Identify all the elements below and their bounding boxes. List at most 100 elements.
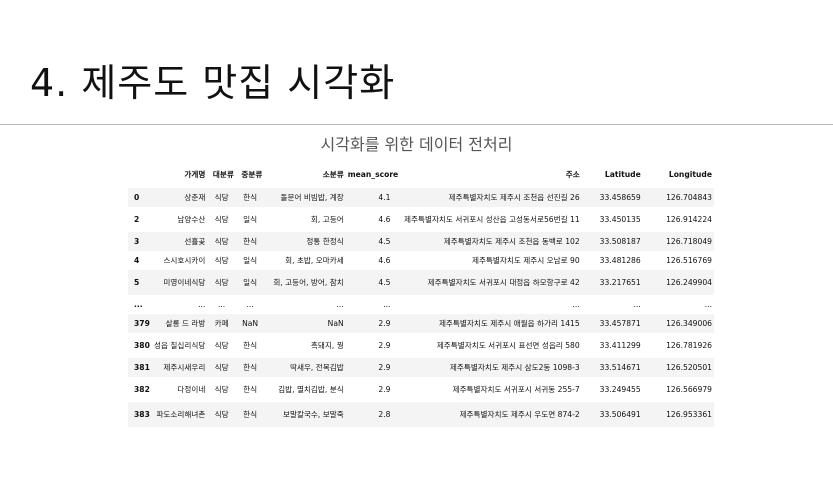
cell-name: 제주시새우리 <box>163 363 206 372</box>
cell-address: 제주특별자치도 서귀포시 성산읍 고성동서로56번길 11 <box>404 215 580 224</box>
row-index: 4 <box>134 256 140 265</box>
cell-category-mid: 한식 <box>243 237 258 246</box>
cell-latitude: 33.457871 <box>599 319 641 328</box>
cell-address: 제주특별자치도 서귀포시 대정읍 하모항구로 42 <box>427 278 580 287</box>
cell-category-mid: 한식 <box>243 410 258 419</box>
cell-category-minor: 김밥, 멸치김밥, 분식 <box>278 385 344 394</box>
cell-mean-score: 4.6 <box>378 215 391 224</box>
table-row: 0 상춘재 식당 한식 돌문어 비빔밥, 계장 4.1 제주특별자치도 제주시 조천읍 선진… <box>128 188 714 207</box>
cell-category-mid: 한식 <box>243 341 258 350</box>
cell-category-mid: NaN <box>242 319 259 328</box>
cell-name: 스시호시카이 <box>163 256 206 265</box>
cell-latitude: 33.249455 <box>599 385 641 394</box>
cell-category-minor: 딱새우, 전복김밥 <box>289 363 344 372</box>
cell-category-mid: 한식 <box>243 193 258 202</box>
cell-category-minor: 흑돼지, 꿩 <box>310 341 344 350</box>
cell-name: 남양수산 <box>177 215 206 224</box>
cell-mean-score: ... <box>383 300 391 309</box>
cell-latitude: 33.514671 <box>599 363 641 372</box>
cell-mean-score: 2.9 <box>378 363 391 372</box>
cell-name: 성읍 칠십리식당 <box>154 341 206 350</box>
table-row: 5 미영이네식당 식당 일식 회, 고등어, 방어, 참치 4.5 제주특별자치도 서귀포시… <box>128 270 714 295</box>
row-index: 5 <box>134 278 140 287</box>
cell-longitude: 126.520501 <box>666 363 712 372</box>
cell-address: 제주특별자치도 제주시 삼도2동 1098-3 <box>449 363 580 372</box>
cell-mean-score: 4.5 <box>378 278 391 287</box>
cell-name: 선흘곶 <box>184 237 206 246</box>
cell-address: 제주특별자치도 서귀포시 표선면 성읍리 580 <box>436 341 580 350</box>
cell-category-major: 카페 <box>214 319 229 328</box>
dataframe-table: 가게명 대분류 중분류 소분류 mean_score 주소 Latitude L… <box>128 160 714 427</box>
cell-latitude: 33.411299 <box>599 341 641 350</box>
cell-category-major: 식당 <box>214 256 229 265</box>
cell-name: ... <box>198 300 206 309</box>
row-index: 380 <box>134 341 150 350</box>
row-index: 3 <box>134 237 140 246</box>
row-index: 381 <box>134 363 150 372</box>
row-index: 383 <box>134 410 150 419</box>
column-header-longitude: Longitude <box>668 169 712 179</box>
cell-mean-score: 4.6 <box>378 256 391 265</box>
cell-latitude: 33.506491 <box>599 410 641 419</box>
cell-mean-score: 2.8 <box>378 410 391 419</box>
cell-category-major: 식당 <box>214 410 229 419</box>
cell-category-minor: 회, 초밥, 오마카세 <box>285 256 344 265</box>
page-title: 4. 제주도 맛집 시각화 <box>30 61 396 105</box>
cell-longitude: 126.781926 <box>666 341 712 350</box>
cell-name: 미영이네식당 <box>163 278 206 287</box>
row-index: ... <box>134 300 143 309</box>
column-header-category-major: 대분류 <box>212 169 234 179</box>
cell-mean-score: 2.9 <box>378 319 391 328</box>
title-divider <box>0 124 833 125</box>
cell-longitude: 126.953361 <box>666 410 712 419</box>
row-index: 2 <box>134 215 140 224</box>
table-row: 3 선흘곶 식당 한식 정통 한정식 4.5 제주특별자치도 제주시 조천읍 동백로 102… <box>128 232 714 251</box>
table-row: ........................... <box>128 295 714 314</box>
cell-category-mid: 일식 <box>243 256 258 265</box>
cell-mean-score: 2.9 <box>378 341 391 350</box>
cell-longitude: 126.704843 <box>666 193 712 202</box>
cell-address: 제주특별자치도 제주시 우도면 874-2 <box>459 410 580 419</box>
table-row: 381 제주시새우리 식당 한식 딱새우, 전복김밥 2.9 제주특별자치도 제주시 삼도2… <box>128 358 714 377</box>
cell-address: 제주특별자치도 서귀포시 서귀동 255-7 <box>452 385 580 394</box>
cell-address: 제주특별자치도 제주시 애월읍 하가리 1415 <box>438 319 580 328</box>
cell-category-major: 식당 <box>214 237 229 246</box>
cell-latitude: 33.481286 <box>599 256 641 265</box>
cell-category-mid: 일식 <box>243 215 258 224</box>
cell-mean-score: 4.1 <box>378 193 391 202</box>
cell-category-minor: 정통 한정식 <box>306 237 344 246</box>
cell-category-major: 식당 <box>214 278 229 287</box>
cell-name: 살롱 드 라방 <box>165 319 206 328</box>
row-index: 0 <box>134 193 140 202</box>
cell-longitude: 126.516769 <box>666 256 712 265</box>
column-header-mean-score: mean_score <box>347 169 399 179</box>
cell-category-minor: 돌문어 비빔밥, 계장 <box>280 193 344 202</box>
cell-category-major: 식당 <box>214 193 229 202</box>
cell-category-mid: 한식 <box>243 363 258 372</box>
cell-address: 제주특별자치도 제주시 조천읍 선진길 26 <box>448 193 580 202</box>
cell-latitude: ... <box>633 300 641 309</box>
cell-address: 제주특별자치도 제주시 조천읍 동백로 102 <box>443 237 580 246</box>
table-row: 2 남양수산 식당 일식 회, 고등어 4.6 제주특별자치도 서귀포시 성산읍 고성동서로… <box>128 207 714 232</box>
table-row: 380 성읍 칠십리식당 식당 한식 흑돼지, 꿩 2.9 제주특별자치도 서귀포시 표선면… <box>128 333 714 358</box>
cell-category-major: 식당 <box>214 215 229 224</box>
table-row: 4 스시호시카이 식당 일식 회, 초밥, 오마카세 4.6 제주특별자치도 제주시 오남로… <box>128 251 714 270</box>
cell-category-mid: 한식 <box>243 385 258 394</box>
column-header-category-minor: 소분류 <box>322 169 344 179</box>
cell-category-mid: ... <box>246 300 254 309</box>
cell-category-mid: 일식 <box>243 278 258 287</box>
column-header-name: 가게명 <box>184 169 206 179</box>
cell-category-minor: NaN <box>327 319 344 328</box>
row-index: 382 <box>134 385 150 394</box>
cell-mean-score: 4.5 <box>378 237 391 246</box>
cell-category-minor: 회, 고등어 <box>310 215 344 224</box>
table-header-row: 가게명 대분류 중분류 소분류 mean_score 주소 Latitude L… <box>128 160 714 188</box>
cell-category-minor: 회, 고등어, 방어, 참치 <box>273 278 344 287</box>
column-header-index <box>128 160 150 188</box>
column-header-category-mid: 중분류 <box>241 169 263 179</box>
cell-address: 제주특별자치도 제주시 오남로 90 <box>471 256 580 265</box>
cell-latitude: 33.450135 <box>599 215 641 224</box>
cell-address: ... <box>572 300 580 309</box>
cell-category-minor: 보말칼국수, 보말죽 <box>282 410 344 419</box>
cell-category-major: 식당 <box>214 363 229 372</box>
